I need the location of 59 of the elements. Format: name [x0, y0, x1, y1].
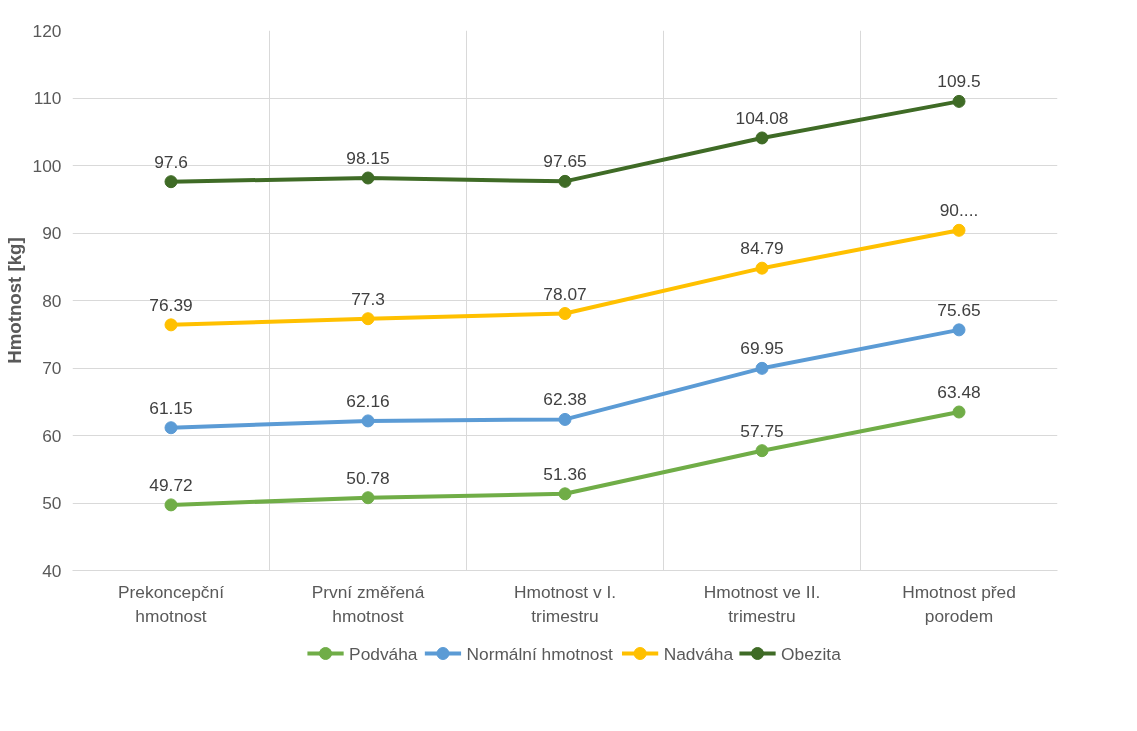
y-tick-label: 40 [42, 560, 62, 581]
data-label: 49.72 [149, 474, 193, 495]
data-label: 98.15 [346, 147, 390, 168]
point [164, 498, 178, 512]
point [755, 444, 769, 458]
data-label: 97.65 [543, 151, 587, 172]
data-label: 78.07 [543, 283, 587, 304]
data-label: 63.48 [937, 382, 981, 403]
point [164, 318, 178, 332]
x-tick-label: Hmotnost v I. trimestru [513, 581, 617, 626]
y-tick-label: 120 [32, 20, 62, 41]
point [952, 223, 966, 237]
y-tick-label: 100 [32, 155, 62, 176]
point [755, 131, 769, 145]
point [361, 312, 375, 326]
x-tick-label: První změřená hmotnost [311, 581, 425, 626]
data-label: 84.79 [740, 238, 784, 259]
x-tick-label: Hmotnost ve II. trimestru [703, 581, 821, 626]
y-tick-label: 80 [42, 290, 62, 311]
x-tick-label: Prekoncepční hmotnost [118, 581, 225, 626]
point [952, 94, 966, 108]
data-label: 77.3 [351, 288, 385, 309]
y-tick-label: 110 [33, 88, 62, 108]
data-label: 109.5 [937, 71, 981, 92]
data-label: 90.... [939, 200, 979, 221]
data-label: 62.38 [543, 389, 587, 410]
data-label: 75.65 [937, 299, 981, 320]
point [755, 361, 769, 375]
data-label: 51.36 [543, 463, 587, 484]
point [361, 491, 375, 505]
legend-label: Podváha [349, 643, 418, 664]
point [952, 405, 966, 419]
point [558, 174, 572, 188]
data-label: 104.08 [735, 107, 789, 128]
data-label: 69.95 [740, 338, 784, 359]
point [755, 261, 769, 275]
legend-label: Normální hmotnost [466, 643, 614, 664]
legend-label: Nadváha [663, 643, 734, 664]
y-axis-title: Hmotnost [kg] [3, 237, 25, 364]
point [558, 412, 572, 426]
y-tick-label: 50 [42, 493, 62, 513]
point [361, 171, 375, 185]
point [952, 323, 966, 337]
y-tick-label: 90 [42, 223, 62, 243]
point [361, 414, 375, 428]
legend-label: Obezita [781, 643, 842, 664]
data-label: 97.6 [154, 151, 188, 172]
point [558, 487, 572, 501]
data-label: 57.75 [740, 420, 784, 441]
data-label: 50.78 [346, 467, 390, 488]
point [164, 175, 178, 189]
y-tick-label: 70 [42, 358, 62, 378]
data-label: 76.39 [149, 294, 193, 315]
x-tick-label: Hmotnost před porodem [902, 581, 1016, 626]
data-label: 61.15 [149, 397, 193, 418]
data-label: 62.16 [346, 390, 390, 411]
y-tick-label: 60 [42, 425, 62, 446]
point [164, 421, 178, 435]
point [558, 307, 572, 321]
